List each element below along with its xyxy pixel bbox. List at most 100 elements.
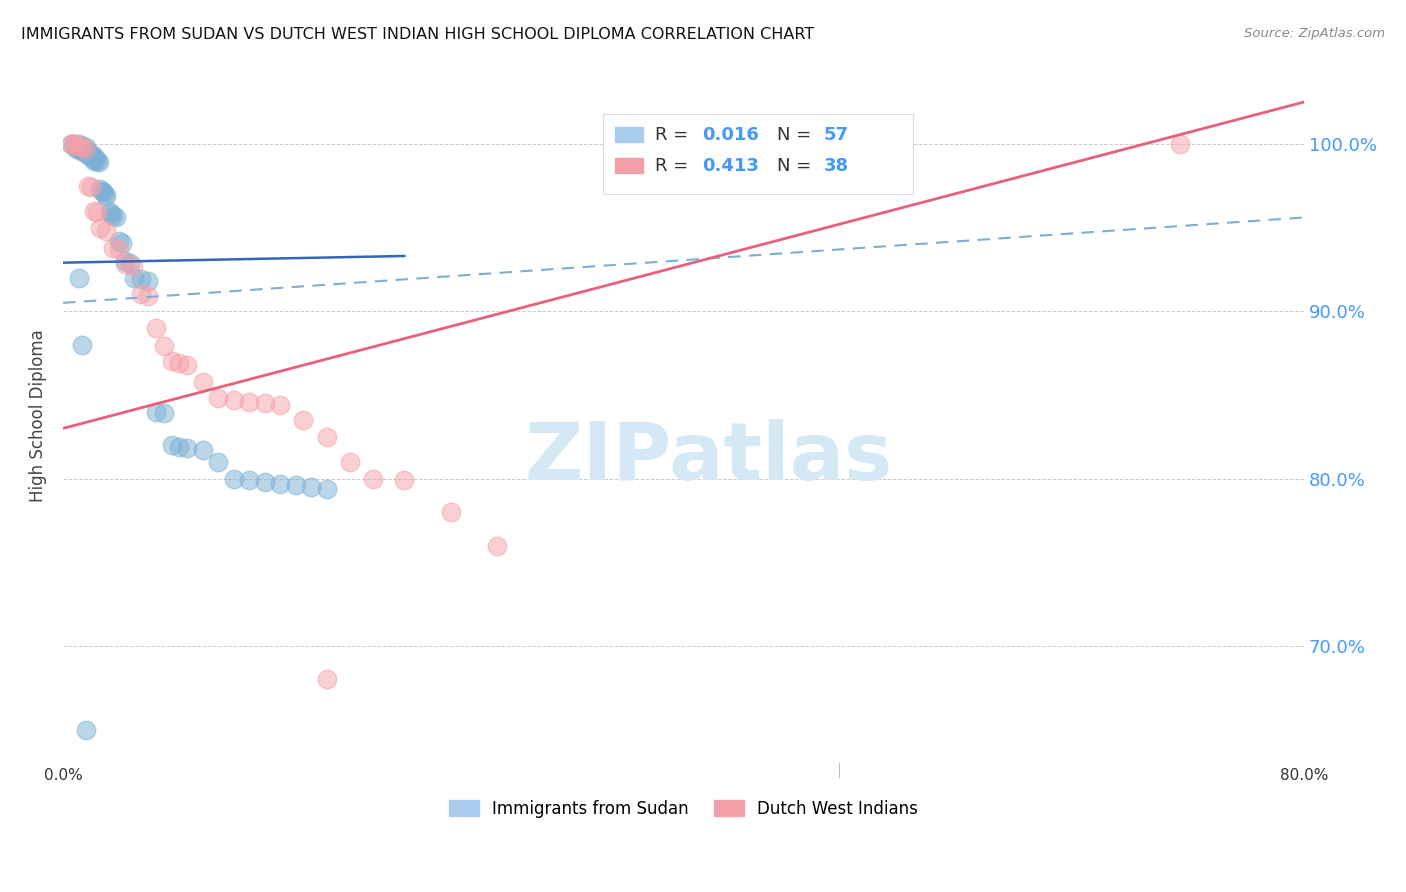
Point bbox=[72, 145, 94, 160]
Point bbox=[79, 148, 101, 162]
Point bbox=[153, 339, 176, 353]
Point bbox=[86, 153, 108, 168]
Point bbox=[70, 144, 93, 158]
Point bbox=[89, 220, 111, 235]
Point bbox=[90, 184, 112, 198]
Point bbox=[59, 136, 82, 151]
Point bbox=[75, 140, 97, 154]
Point bbox=[65, 136, 87, 151]
Point bbox=[76, 178, 98, 193]
Point bbox=[315, 673, 337, 687]
FancyBboxPatch shape bbox=[616, 127, 643, 142]
Text: IMMIGRANTS FROM SUDAN VS DUTCH WEST INDIAN HIGH SCHOOL DIPLOMA CORRELATION CHART: IMMIGRANTS FROM SUDAN VS DUTCH WEST INDI… bbox=[21, 27, 814, 42]
Point bbox=[83, 203, 105, 218]
Point bbox=[222, 392, 245, 407]
Point bbox=[104, 211, 127, 225]
Point bbox=[440, 505, 463, 519]
Point bbox=[339, 455, 361, 469]
Point bbox=[238, 394, 260, 409]
Point bbox=[93, 186, 115, 200]
Point bbox=[69, 142, 91, 156]
Text: N =: N = bbox=[776, 126, 817, 144]
Point bbox=[238, 473, 260, 487]
Point bbox=[76, 147, 98, 161]
Point bbox=[1168, 136, 1191, 151]
Point bbox=[100, 207, 122, 221]
Text: R =: R = bbox=[655, 126, 695, 144]
Point bbox=[59, 136, 82, 151]
Point bbox=[169, 440, 191, 454]
Point bbox=[486, 539, 509, 553]
Point bbox=[145, 404, 167, 418]
Point bbox=[207, 455, 229, 469]
Point bbox=[129, 272, 152, 286]
Point bbox=[70, 138, 93, 153]
Point bbox=[363, 472, 385, 486]
Point bbox=[67, 136, 90, 151]
Point bbox=[394, 473, 416, 487]
Point bbox=[70, 337, 93, 351]
Point bbox=[269, 476, 291, 491]
Point bbox=[160, 438, 183, 452]
Point bbox=[75, 723, 97, 737]
Point bbox=[299, 480, 322, 494]
Point bbox=[83, 153, 105, 168]
Point bbox=[191, 375, 214, 389]
Point bbox=[121, 259, 143, 273]
Point bbox=[176, 442, 198, 456]
Point bbox=[63, 136, 86, 151]
Text: 57: 57 bbox=[824, 126, 849, 144]
Point bbox=[67, 270, 90, 285]
Point bbox=[73, 142, 96, 156]
Point bbox=[315, 430, 337, 444]
FancyBboxPatch shape bbox=[603, 113, 912, 194]
Point bbox=[315, 482, 337, 496]
Point bbox=[83, 148, 105, 162]
Point bbox=[63, 136, 86, 151]
Point bbox=[67, 138, 90, 153]
Point bbox=[111, 235, 134, 250]
Text: Source: ZipAtlas.com: Source: ZipAtlas.com bbox=[1244, 27, 1385, 40]
Point bbox=[82, 150, 104, 164]
Point bbox=[138, 274, 160, 288]
Point bbox=[191, 443, 214, 458]
Point bbox=[253, 396, 276, 410]
Point bbox=[89, 182, 111, 196]
Point bbox=[169, 356, 191, 370]
Point bbox=[222, 472, 245, 486]
Y-axis label: High School Diploma: High School Diploma bbox=[30, 329, 46, 502]
Point bbox=[253, 475, 276, 489]
Point bbox=[80, 180, 103, 194]
Point bbox=[118, 255, 141, 269]
Point bbox=[98, 205, 121, 219]
Point bbox=[176, 358, 198, 372]
Text: 0.413: 0.413 bbox=[702, 157, 759, 175]
Point bbox=[65, 140, 87, 154]
Point bbox=[73, 142, 96, 156]
Text: 0.016: 0.016 bbox=[702, 126, 759, 144]
Point bbox=[114, 254, 136, 268]
Point bbox=[114, 257, 136, 271]
Point bbox=[101, 209, 124, 223]
Point bbox=[292, 413, 315, 427]
Point bbox=[145, 321, 167, 335]
Text: N =: N = bbox=[776, 157, 817, 175]
Point bbox=[84, 152, 107, 166]
Text: R =: R = bbox=[655, 157, 695, 175]
Point bbox=[96, 224, 118, 238]
Point bbox=[66, 142, 89, 156]
Point bbox=[160, 354, 183, 368]
Point bbox=[207, 391, 229, 405]
Point bbox=[124, 270, 146, 285]
Point bbox=[87, 155, 110, 169]
Point bbox=[67, 140, 90, 154]
Point bbox=[83, 152, 105, 166]
FancyBboxPatch shape bbox=[616, 158, 643, 173]
Point bbox=[86, 205, 108, 219]
Point bbox=[269, 398, 291, 412]
Point bbox=[108, 242, 131, 256]
Point bbox=[94, 187, 117, 202]
Point bbox=[96, 188, 118, 202]
Point bbox=[138, 289, 160, 303]
Point bbox=[101, 241, 124, 255]
